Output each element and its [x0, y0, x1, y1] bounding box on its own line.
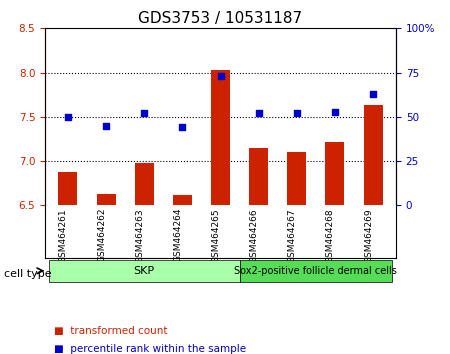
Text: SKP: SKP: [134, 266, 155, 276]
Text: Sox2-positive follicle dermal cells: Sox2-positive follicle dermal cells: [234, 266, 397, 276]
Bar: [58, 172, 77, 205]
Bar: [325, 142, 345, 205]
Bar: [96, 194, 116, 205]
Point: [103, 123, 110, 129]
Bar: [211, 70, 230, 205]
Title: GDS3753 / 10531187: GDS3753 / 10531187: [139, 11, 302, 26]
Text: GSM464269: GSM464269: [364, 208, 373, 263]
Text: GSM464264: GSM464264: [173, 208, 182, 262]
Point: [217, 73, 224, 79]
Bar: [364, 105, 382, 205]
Text: GSM464268: GSM464268: [326, 208, 335, 263]
Text: GSM464262: GSM464262: [97, 208, 106, 262]
Text: ■  transformed count: ■ transformed count: [54, 326, 167, 336]
Text: GSM464266: GSM464266: [250, 208, 259, 263]
Bar: [173, 195, 192, 205]
Point: [331, 109, 338, 114]
Point: [255, 110, 262, 116]
Point: [140, 110, 148, 116]
Text: ■  percentile rank within the sample: ■ percentile rank within the sample: [54, 344, 246, 354]
Text: GSM464267: GSM464267: [288, 208, 297, 263]
Point: [293, 110, 301, 116]
Text: GSM464265: GSM464265: [212, 208, 220, 263]
Text: GSM464261: GSM464261: [59, 208, 68, 263]
Bar: [287, 152, 306, 205]
FancyBboxPatch shape: [49, 260, 239, 282]
Bar: [249, 148, 268, 205]
FancyBboxPatch shape: [239, 260, 392, 282]
Text: GSM464263: GSM464263: [135, 208, 144, 263]
Point: [64, 114, 72, 120]
Point: [369, 91, 377, 97]
Text: cell type: cell type: [4, 269, 52, 279]
Bar: [135, 163, 154, 205]
Point: [179, 125, 186, 130]
